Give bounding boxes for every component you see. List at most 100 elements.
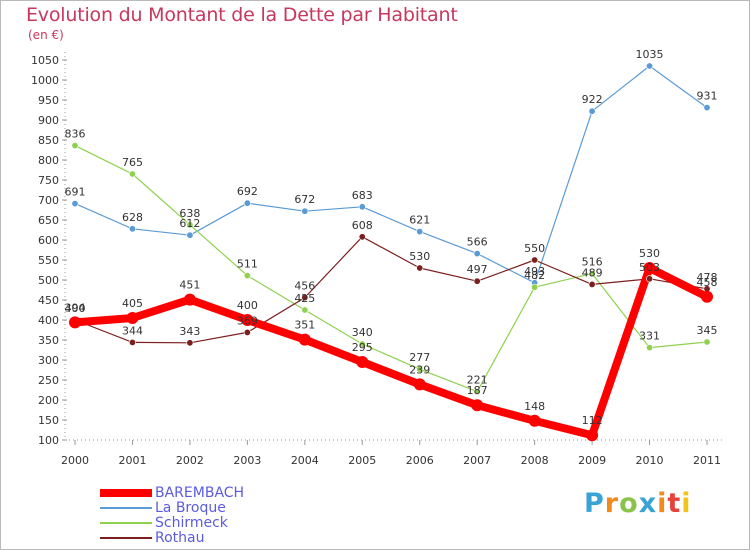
data-label: 394 [65,301,86,314]
logo-letter: i [681,488,692,519]
data-point [588,270,596,278]
data-label: 516 [582,256,603,269]
series-line-la-broque [74,65,708,284]
data-label: 922 [582,93,603,106]
data-label: 765 [122,156,143,169]
data-point [186,221,194,229]
x-tick-label: 2005 [348,454,376,467]
x-tick-label: 2010 [636,454,664,467]
data-label: 425 [294,292,315,305]
data-label: 458 [697,276,718,289]
data-point [416,365,424,373]
data-point [586,429,599,442]
x-tick-label: 2006 [406,454,434,467]
data-point [358,233,366,241]
data-point [128,170,136,178]
y-tick-label: 350 [38,334,59,347]
data-label: 683 [352,189,373,202]
x-tick-label: 2004 [291,454,319,467]
data-label: 239 [409,363,430,376]
data-label: 112 [582,414,603,427]
data-label: 836 [65,128,86,141]
data-point [241,314,254,326]
data-point [588,107,596,115]
data-label: 497 [467,263,488,276]
data-label: 530 [639,247,660,260]
y-tick-label: 400 [38,314,59,327]
data-point [186,339,194,347]
logo-letter: i [657,488,668,519]
data-label: 340 [352,326,373,339]
data-label: 343 [179,325,200,338]
data-point [69,316,81,329]
x-tick-label: 2003 [233,454,261,467]
data-label: 638 [179,207,200,220]
data-point [528,414,541,427]
x-tick-label: 2011 [693,454,721,467]
data-label: 691 [65,186,86,199]
series-lines [74,65,709,440]
series-line-rothau [74,236,708,344]
series-line-barembach [74,264,709,440]
data-label: 451 [179,279,200,292]
data-label: 400 [65,302,86,315]
data-point [473,388,481,396]
y-tick-label: 650 [38,214,59,227]
data-label: 621 [409,214,430,227]
data-label: 482 [524,269,545,282]
y-tick-label: 1050 [31,54,59,67]
data-label: 931 [697,90,718,103]
data-label: 511 [237,258,258,271]
data-point [471,399,484,412]
data-point [643,262,656,274]
data-label: 400 [237,299,258,312]
data-point [243,272,251,280]
y-tick-label: 550 [38,254,59,267]
data-point [646,344,654,352]
data-label: 672 [294,193,315,206]
data-label: 628 [122,211,143,224]
data-label: 612 [179,217,200,230]
data-label: 692 [237,185,258,198]
data-point [186,231,194,239]
y-tick-label: 750 [38,174,59,187]
data-label: 566 [467,236,488,249]
data-point [298,333,311,346]
data-point [358,340,366,348]
series-line-schirmeck [74,145,708,393]
data-point [646,275,654,283]
y-tick-label: 700 [38,194,59,207]
logo-letter: r [604,488,620,519]
data-label: 221 [467,374,488,387]
data-point [358,203,366,211]
data-point [473,250,481,258]
data-point [413,378,426,391]
data-label: 344 [122,324,143,337]
legend-label-la-broque: La Broque [155,500,226,516]
data-label: 489 [582,266,603,279]
y-tick-label: 300 [38,354,59,367]
data-label: 277 [409,351,430,364]
chart-title: Evolution du Montant de la Dette par Hab… [26,4,458,26]
y-tick-label: 500 [38,274,59,287]
data-point [126,312,139,324]
logo-letter: x [638,488,658,519]
data-label: 456 [294,280,315,293]
y-tick-label: 950 [38,94,59,107]
y-tick-label: 200 [38,394,59,407]
x-tick-label: 2000 [61,454,89,467]
chart-unit: (en €) [28,28,64,42]
data-point [416,264,424,272]
data-label: 148 [524,400,545,413]
y-tick-label: 100 [38,434,59,447]
data-point [531,283,539,291]
data-label: 351 [294,319,315,332]
data-point [71,142,79,150]
x-tick-label: 2008 [521,454,549,467]
x-tick-label: 2007 [463,454,491,467]
proxiti-logo: Proxiti [584,488,692,519]
y-tick-label: 900 [38,114,59,127]
data-point [531,256,539,264]
logo-letter: P [584,488,605,519]
data-point [473,277,481,285]
